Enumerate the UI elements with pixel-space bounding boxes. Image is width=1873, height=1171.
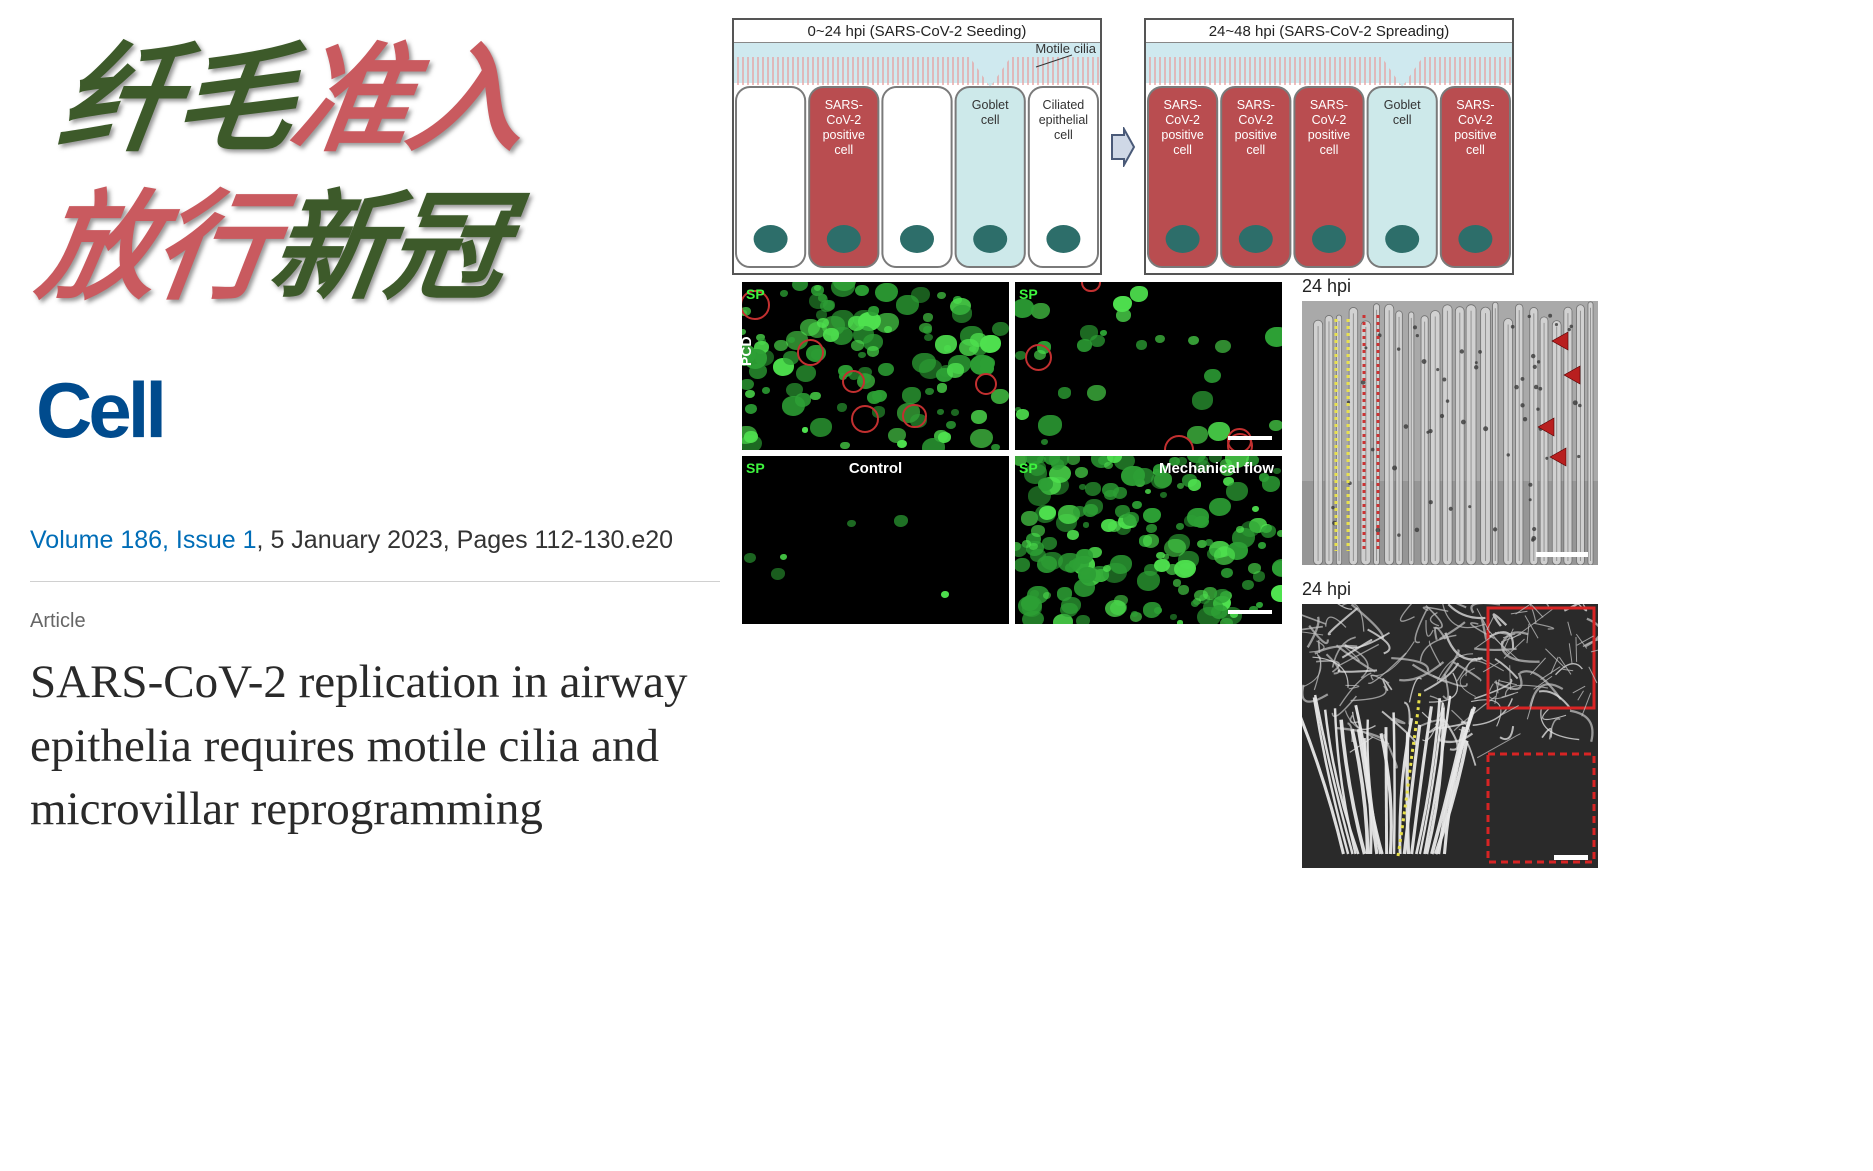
svg-text:Motile cilia: Motile cilia [1035, 43, 1096, 56]
svg-text:Goblet: Goblet [972, 98, 1009, 112]
fluorescence-panel-mechflow: SP Mechanical flow [1015, 456, 1282, 624]
svg-text:positive: positive [1161, 128, 1203, 142]
arrow-icon [1110, 127, 1136, 167]
svg-text:CoV-2: CoV-2 [1312, 113, 1347, 127]
cn-word-2: 准入 [283, 34, 534, 166]
svg-text:SARS-: SARS- [1456, 98, 1494, 112]
article-title: SARS-CoV-2 replication in airway epithel… [30, 651, 720, 841]
sp-tag: SP [746, 286, 765, 302]
sem-svg [1302, 604, 1598, 868]
em-label-1: 24 hpi [1302, 276, 1598, 297]
svg-text:cell: cell [1320, 143, 1339, 157]
svg-text:CoV-2: CoV-2 [826, 113, 861, 127]
svg-text:positive: positive [1308, 128, 1350, 142]
scalebar [1228, 436, 1272, 440]
svg-text:Ciliated: Ciliated [1043, 98, 1085, 112]
pcd-label: PCD [742, 336, 754, 366]
cn-word-4: 新冠 [262, 182, 513, 314]
cn-word-1: 纤毛 [51, 34, 302, 166]
fluorescence-grid: SP PCD SP SP Control SP Mechanical flow [742, 282, 1282, 624]
sp-tag: SP [1019, 460, 1038, 476]
citation-line: Volume 186, Issue 1, 5 January 2023, Pag… [30, 526, 720, 582]
sp-tag: SP [746, 460, 765, 476]
cn-word-3: 放行 [30, 182, 281, 314]
scalebar [1228, 610, 1272, 614]
svg-text:SARS-: SARS- [1163, 98, 1201, 112]
scalebar [1536, 552, 1588, 557]
svg-text:cell: cell [1393, 113, 1412, 127]
svg-text:cell: cell [1054, 128, 1073, 142]
svg-text:epithelial: epithelial [1039, 113, 1088, 127]
schematic-svg-right: SARS-CoV-2positivecellSARS-CoV-2positive… [1146, 43, 1512, 273]
figure-area: 0~24 hpi (SARS-CoV-2 Seeding) Motile cil… [732, 18, 1860, 275]
schematic-row: 0~24 hpi (SARS-CoV-2 Seeding) Motile cil… [732, 18, 1860, 275]
citation-volume[interactable]: Volume 186, Issue 1 [30, 526, 257, 554]
svg-text:CoV-2: CoV-2 [1458, 113, 1493, 127]
svg-text:cell: cell [1173, 143, 1192, 157]
control-label: Control [849, 460, 902, 477]
schematic-panel-spreading: 24~48 hpi (SARS-CoV-2 Spreading) SARS-Co… [1144, 18, 1514, 275]
mechflow-label: Mechanical flow [1159, 460, 1274, 477]
chinese-headline: 纤毛准入 放行新冠 [30, 30, 741, 319]
schematic-title-right: 24~48 hpi (SARS-CoV-2 Spreading) [1146, 20, 1512, 43]
svg-text:cell: cell [1246, 143, 1265, 157]
fluorescence-panel-pcd-2: SP [1015, 282, 1282, 450]
svg-text:Goblet: Goblet [1384, 98, 1421, 112]
tem-svg [1302, 301, 1598, 565]
em-label-2: 24 hpi [1302, 579, 1598, 600]
citation-rest: , 5 January 2023, Pages 112-130.e20 [257, 526, 674, 554]
schematic-svg-left: Motile ciliaSARS-CoV-2positivecellGoblet… [734, 43, 1100, 273]
sem-panel [1302, 604, 1598, 868]
journal-logo: Cell [36, 365, 720, 456]
schematic-panel-seeding: 0~24 hpi (SARS-CoV-2 Seeding) Motile cil… [732, 18, 1102, 275]
svg-text:SARS-: SARS- [1310, 98, 1348, 112]
svg-text:positive: positive [1235, 128, 1277, 142]
fluorescence-panel-pcd-1: SP PCD [742, 282, 1009, 450]
svg-text:positive: positive [1454, 128, 1496, 142]
svg-text:cell: cell [1466, 143, 1485, 157]
svg-text:CoV-2: CoV-2 [1165, 113, 1200, 127]
article-type-label: Article [30, 610, 720, 633]
em-column: 24 hpi 24 hpi [1302, 276, 1598, 882]
scalebar [1554, 855, 1588, 860]
sp-tag: SP [1019, 286, 1038, 302]
svg-text:CoV-2: CoV-2 [1238, 113, 1273, 127]
svg-text:cell: cell [834, 143, 853, 157]
svg-text:SARS-: SARS- [1237, 98, 1275, 112]
fluorescence-panel-control: SP Control [742, 456, 1009, 624]
tem-panel [1302, 301, 1598, 565]
svg-text:SARS-: SARS- [825, 98, 863, 112]
svg-text:cell: cell [981, 113, 1000, 127]
svg-text:positive: positive [823, 128, 865, 142]
schematic-title-left: 0~24 hpi (SARS-CoV-2 Seeding) [734, 20, 1100, 43]
